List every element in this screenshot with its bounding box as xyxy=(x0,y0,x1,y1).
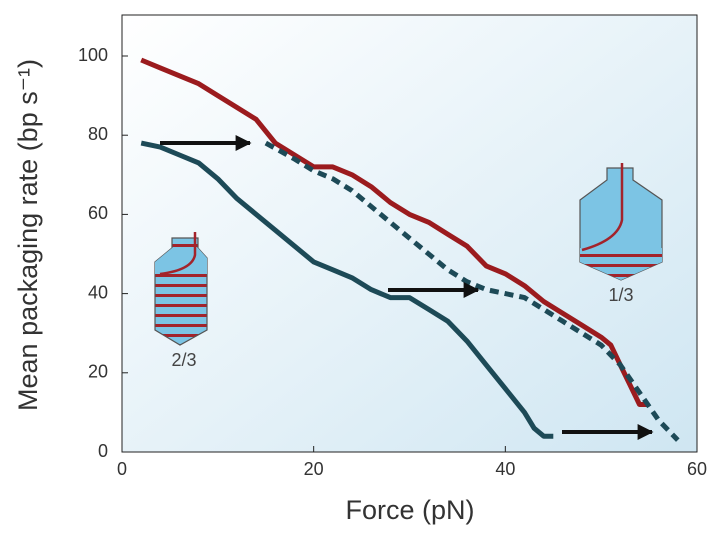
y-tick-label: 60 xyxy=(88,203,108,223)
annotation: 1/3 xyxy=(608,285,633,305)
y-tick-label: 100 xyxy=(78,45,108,65)
y-tick-label: 40 xyxy=(88,282,108,302)
series-line xyxy=(140,140,554,439)
x-tick-label: 60 xyxy=(687,459,707,479)
x-tick-label: 40 xyxy=(495,459,515,479)
series-line xyxy=(140,57,650,407)
y-tick-label: 0 xyxy=(98,441,108,461)
y-axis-title: Mean packaging rate (bp s⁻¹) xyxy=(13,59,43,411)
x-tick-label: 20 xyxy=(304,459,324,479)
annotation: 2/3 xyxy=(171,350,196,370)
y-tick-label: 80 xyxy=(88,124,108,144)
x-tick-label: 0 xyxy=(117,459,127,479)
capsid-icon: 2/3 xyxy=(154,232,208,370)
capsid-icon: 1/3 xyxy=(579,163,663,305)
x-axis-title: Force (pN) xyxy=(345,495,474,525)
arrows xyxy=(160,135,654,440)
y-tick-label: 20 xyxy=(88,362,108,382)
